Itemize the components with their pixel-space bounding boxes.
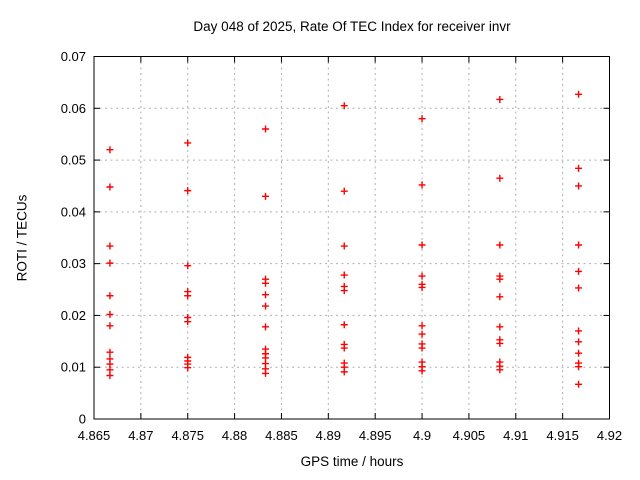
data-point-marker [575,90,583,98]
y-tick-label: 0.04 [61,204,86,219]
data-point-marker [575,349,583,357]
data-point-marker [496,174,504,182]
data-point-marker [340,344,348,352]
data-point-marker [418,241,426,249]
data-point-marker [418,322,426,330]
y-tick-label: 0.06 [61,101,86,116]
data-point-marker [262,323,270,331]
x-tick-label: 4.87 [128,428,153,443]
data-point-marker [575,363,583,371]
x-tick-label: 4.875 [171,428,204,443]
data-point-marker [262,369,270,377]
x-tick-label: 4.88 [222,428,247,443]
data-point-marker [575,284,583,292]
x-tick-label: 4.92 [597,428,622,443]
data-point-marker [575,182,583,190]
x-tick-label: 4.91 [503,428,528,443]
chart-title: Day 048 of 2025, Rate Of TEC Index for r… [193,19,511,34]
data-point-marker [340,368,348,376]
plot-border [93,56,610,420]
data-point-marker [340,271,348,279]
data-point-marker [106,183,114,191]
data-point-marker [184,187,192,195]
data-point-marker [262,302,270,310]
data-point-marker [106,322,114,330]
data-point-marker [496,323,504,331]
data-point-marker [496,241,504,249]
x-tick-label: 4.89 [316,428,341,443]
data-point-marker [575,241,583,249]
x-tick-label: 4.895 [359,428,392,443]
data-point-marker [184,292,192,300]
data-point-marker [184,364,192,372]
data-point-marker [418,330,426,338]
data-point-marker [340,102,348,110]
x-tick-label: 4.905 [453,428,486,443]
data-point-marker [575,267,583,275]
data-point-marker [106,259,114,267]
data-point-marker [496,293,504,301]
data-point-marker [340,287,348,295]
x-tick-label: 4.885 [265,428,298,443]
data-point-marker [262,291,270,299]
data-point-marker [106,292,114,300]
data-point-marker [575,380,583,388]
data-point-marker [496,366,504,374]
data-point-marker [106,310,114,318]
x-tick-label: 4.9 [413,428,431,443]
data-point-marker [418,181,426,189]
data-point-marker [262,125,270,133]
data-point-marker [496,339,504,347]
data-point-marker [418,367,426,375]
data-point-marker [418,283,426,291]
data-point-marker [575,327,583,335]
data-point-marker [106,372,114,379]
data-point-marker [496,95,504,103]
y-tick-label: 0.07 [61,49,86,64]
y-tick-label: 0.02 [61,308,86,323]
data-point-marker [340,242,348,250]
data-point-marker [418,272,426,280]
x-tick-label: 4.865 [78,428,111,443]
x-tick-label: 4.915 [546,428,579,443]
y-tick-label: 0.03 [61,256,86,271]
data-point-marker [106,146,114,154]
data-point-marker [106,242,114,250]
x-axis-label: GPS time / hours [300,454,404,469]
data-point-marker [184,318,192,326]
data-point-marker [340,321,348,329]
data-point-marker [575,338,583,346]
data-point-marker [496,275,504,283]
data-point-marker [575,164,583,172]
y-tick-label: 0.05 [61,153,86,168]
data-point-marker [262,279,270,287]
y-tick-label: 0 [79,412,86,427]
data-point-marker [340,187,348,195]
data-point-marker [184,139,192,147]
data-point-marker [106,348,114,356]
data-point-marker [418,115,426,123]
data-point-marker [184,262,192,270]
y-tick-label: 0.01 [61,360,86,375]
data-point-marker [262,192,270,200]
data-point-marker [418,344,426,352]
